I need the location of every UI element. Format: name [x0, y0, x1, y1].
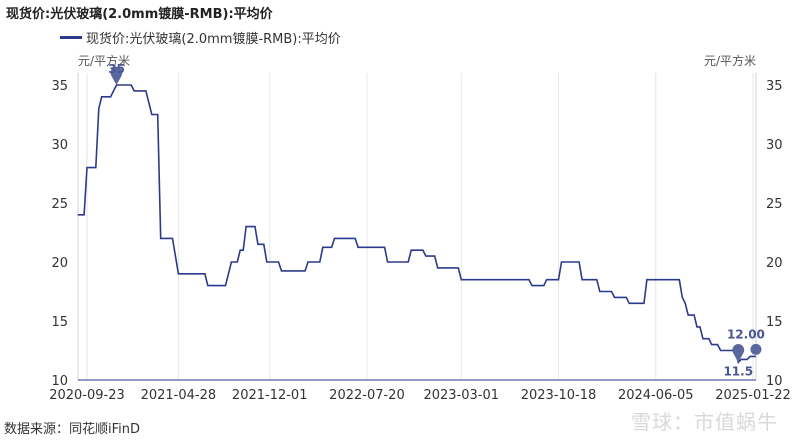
y-axis-unit-right: 元/平方米	[704, 53, 756, 68]
y-tick-label-right: 30	[766, 138, 783, 153]
y-tick-label-left: 30	[51, 138, 68, 153]
y-tick-label-right: 15	[766, 315, 783, 330]
legend-label: 现货价:光伏玻璃(2.0mm镀膜-RMB):平均价	[86, 32, 341, 47]
y-tick-label-right: 35	[766, 79, 783, 94]
y-tick-label-right: 20	[766, 256, 783, 271]
last-value-marker	[750, 343, 762, 355]
x-tick-label: 2025-01-22	[715, 388, 791, 403]
max-marker	[110, 66, 123, 85]
y-tick-label-right: 10	[766, 374, 783, 389]
legend-swatch	[60, 36, 82, 39]
page-title: 现货价:光伏玻璃(2.0mm镀膜-RMB):平均价	[6, 7, 273, 22]
data-source-note: 数据来源：同花顺iFinD	[4, 422, 141, 437]
min-marker	[732, 343, 745, 363]
max-label: 35	[108, 62, 125, 76]
y-tick-label-right: 25	[766, 197, 783, 212]
y-tick-label-left: 35	[51, 79, 68, 94]
y-tick-label-left: 10	[51, 374, 68, 389]
last-value-label: 12.00	[727, 327, 765, 341]
x-tick-label: 2024-06-05	[618, 388, 694, 403]
x-tick-label: 2021-12-01	[232, 388, 308, 403]
x-tick-label: 2021-04-28	[141, 388, 217, 403]
y-axis-unit-left: 元/平方米	[78, 53, 130, 68]
x-tick-label: 2023-10-18	[521, 388, 597, 403]
y-tick-label-left: 15	[51, 315, 68, 330]
x-tick-label: 2020-09-23	[49, 388, 125, 403]
x-tick-label: 2022-07-20	[329, 388, 405, 403]
x-tick-label: 2023-03-01	[423, 388, 499, 403]
y-tick-label-left: 25	[51, 197, 68, 212]
watermark: 雪球：市值蜗牛	[631, 410, 778, 434]
min-label: 11.5	[723, 364, 753, 378]
chart-legend[interactable]: 现货价:光伏玻璃(2.0mm镀膜-RMB):平均价	[60, 28, 341, 47]
y-tick-label-left: 20	[51, 256, 68, 271]
series-line	[77, 84, 756, 364]
